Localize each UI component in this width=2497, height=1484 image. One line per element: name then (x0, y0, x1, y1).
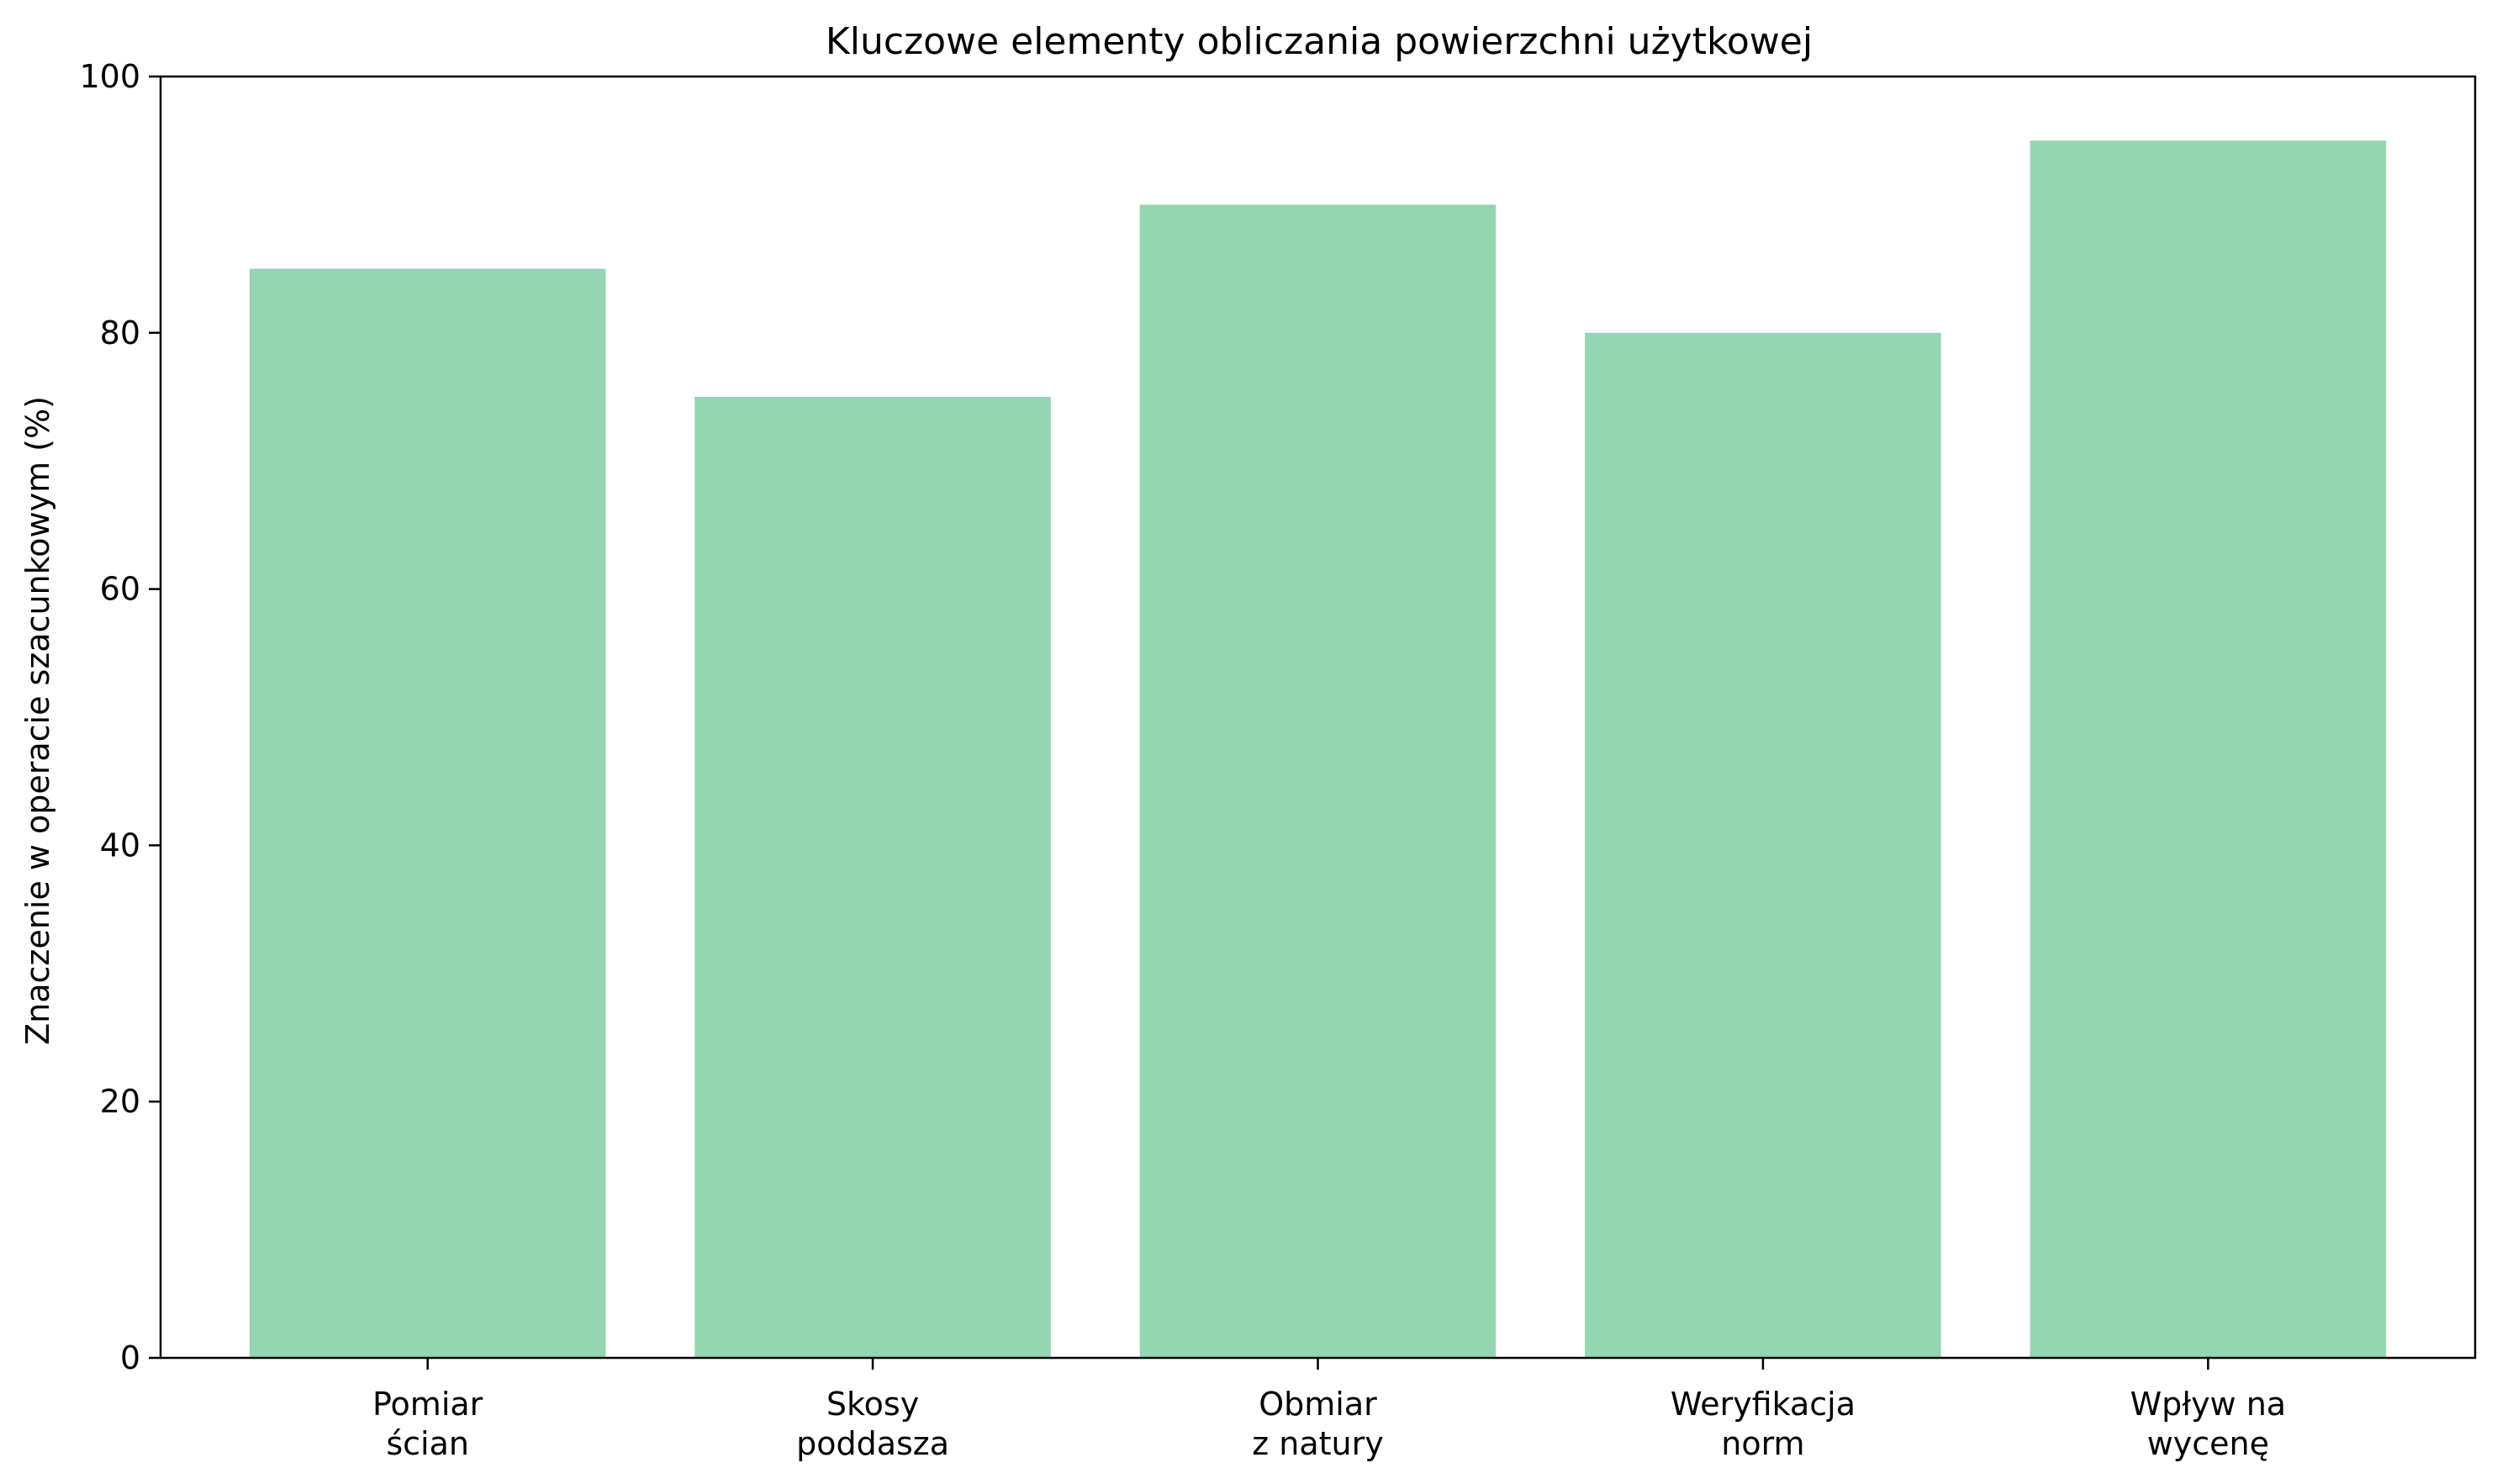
x-tick-label-0-line-1: ścian (386, 1425, 469, 1462)
bar-2 (1139, 204, 1497, 1358)
y-tick-label-1: 20 (100, 1083, 140, 1120)
bar-1 (694, 397, 1051, 1358)
x-tick-label-3-line-1: norm (1721, 1425, 1804, 1462)
bars-group (249, 140, 2387, 1359)
y-tick-label-0: 0 (120, 1339, 140, 1376)
bar-3 (1585, 332, 1941, 1358)
x-tick-label-3-line-0: Weryfikacja (1671, 1386, 1856, 1423)
y-axis-ticks: 0 20 40 60 80 100 (79, 58, 161, 1376)
x-tick-label-1-line-0: Skosy (826, 1386, 919, 1423)
plot-frame (159, 75, 2477, 1360)
y-tick-label-3: 60 (100, 571, 140, 608)
chart-title: Kluczowe elementy obliczania powierzchni… (826, 20, 1813, 63)
bar-4 (2030, 140, 2387, 1359)
y-axis-label: Znaczenie w operacie szacunkowym (%) (19, 396, 56, 1045)
x-tick-label-2-line-1: z natury (1252, 1425, 1384, 1462)
bar-0 (249, 268, 606, 1359)
x-tick-label-4-line-1: wycenę (2147, 1425, 2269, 1462)
x-tick-label-2-line-0: Obmiar (1259, 1386, 1377, 1423)
x-tick-label-4-line-0: Wpływ na (2130, 1386, 2287, 1423)
y-tick-label-4: 80 (100, 314, 140, 351)
y-tick-label-5: 100 (79, 58, 140, 95)
x-tick-label-1-line-1: poddasza (796, 1425, 949, 1462)
x-tick-label-0-line-0: Pomiar (372, 1386, 483, 1423)
y-tick-label-2: 40 (100, 826, 140, 863)
